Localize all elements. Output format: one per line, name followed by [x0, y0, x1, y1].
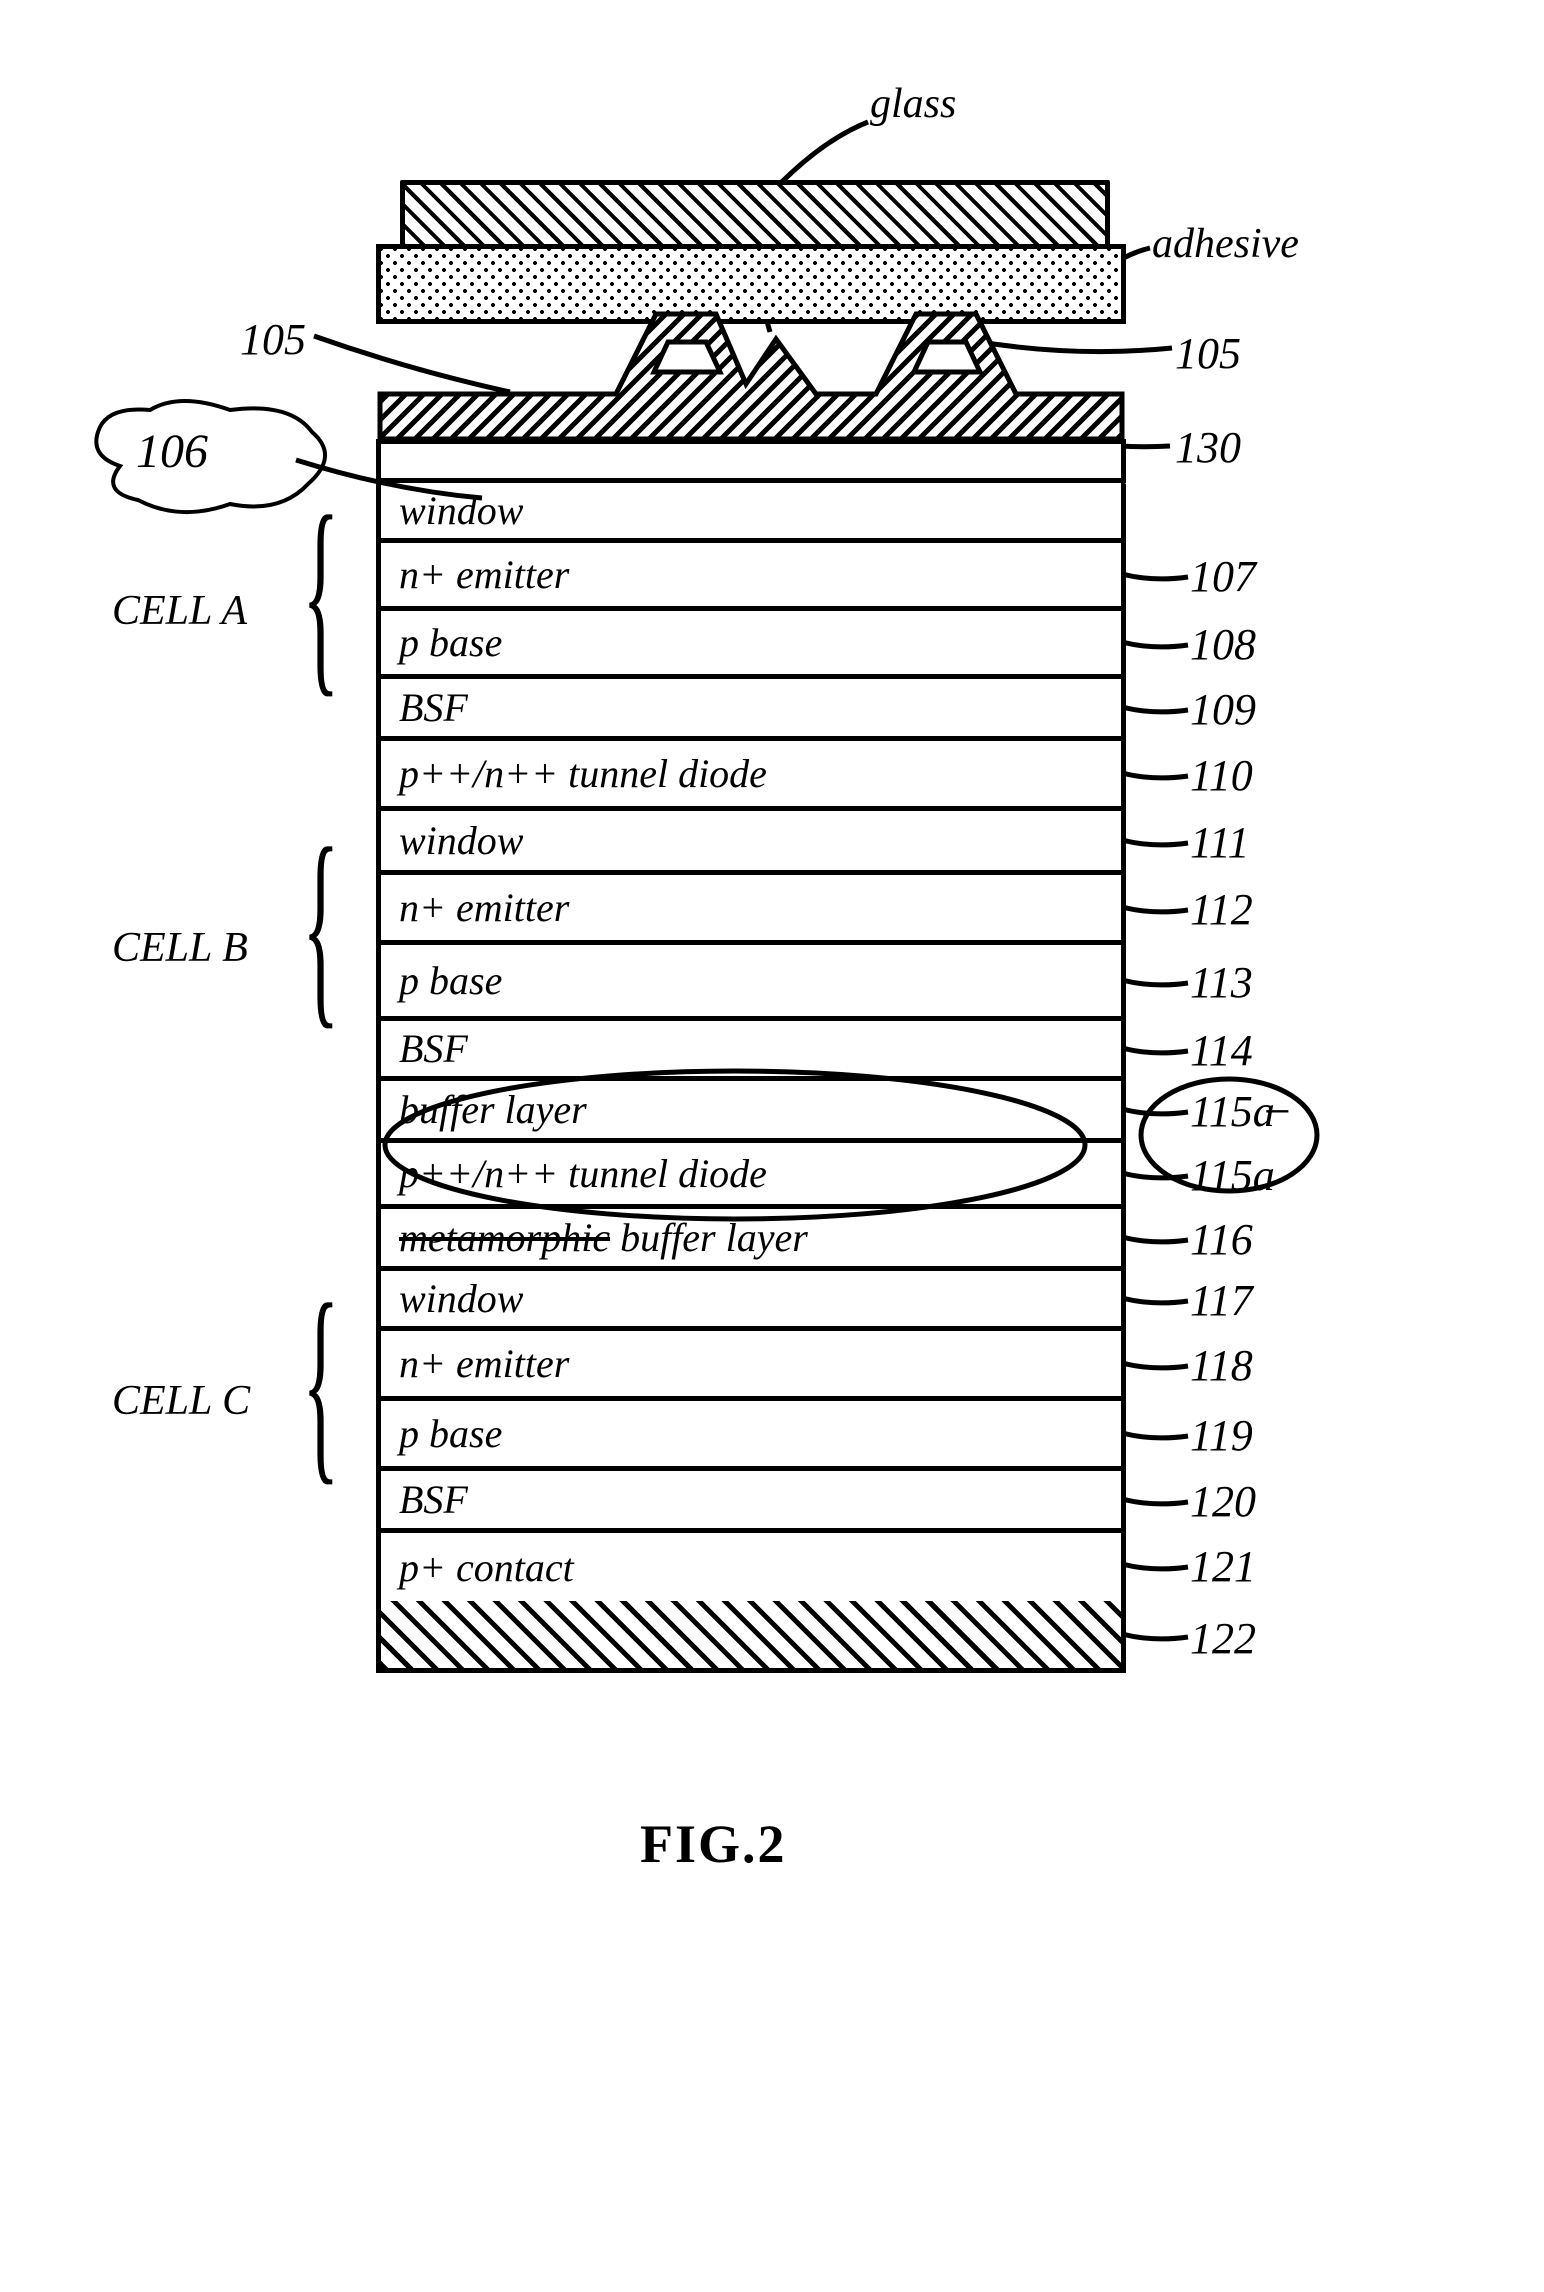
layer-106-cap — [376, 439, 1126, 483]
layer-stack: window n+ emitter p base BSF p++/n++ tunnel … — [376, 483, 1126, 1606]
layer-text: p+ contact — [399, 1544, 574, 1591]
layer-ref-leader — [1118, 630, 1198, 660]
layer-row: n+ emitter — [381, 875, 1121, 945]
layer-row: window — [381, 483, 1121, 543]
layer-text: n+ emitter — [399, 551, 569, 598]
layer-ref-leader — [1118, 1286, 1198, 1316]
ref-105-right: 105 — [1175, 328, 1241, 379]
layer-row: window — [381, 811, 1121, 875]
layer-text: window — [399, 1275, 523, 1322]
cell-a-brace: { — [302, 483, 339, 703]
layer-ref: 118 — [1190, 1340, 1253, 1391]
layer-ref: 109 — [1190, 684, 1256, 735]
layer-ref-leader — [1118, 968, 1198, 998]
layer-row: n+ emitter — [381, 543, 1121, 611]
layer-bottom-hatch — [376, 1601, 1126, 1673]
layer-row: p+ contact — [381, 1533, 1121, 1601]
layer-ref-leader — [1118, 828, 1198, 858]
layer-text: window — [399, 817, 523, 864]
layer-ref-leader — [1118, 1487, 1198, 1517]
layer-glass — [400, 180, 1110, 254]
layer-ref: 115a̶ — [1190, 1086, 1275, 1137]
layer-ref: 121 — [1190, 1541, 1256, 1592]
cell-a-label: CELL A — [112, 587, 247, 635]
layer-row: p++/n++ tunnel diode — [381, 741, 1121, 811]
ref-130: 130 — [1175, 422, 1241, 473]
layer-text: window — [399, 487, 523, 534]
label-adhesive: adhesive — [1152, 220, 1299, 268]
layer-ref: 122 — [1190, 1613, 1256, 1664]
layer-text: p++/n++ tunnel diode — [399, 750, 767, 797]
layer-ref: 113 — [1190, 957, 1253, 1008]
ref-105-left: 105 — [240, 314, 306, 365]
figure-title: FIG.2 — [640, 1813, 787, 1875]
layer-ref-leader — [1118, 1552, 1198, 1582]
layer-text: n+ emitter — [399, 884, 569, 931]
ref-106: 106 — [136, 424, 208, 479]
layer-ref: 114 — [1190, 1025, 1253, 1076]
layer-text: BSF — [399, 1476, 468, 1523]
layer-ref: 115a — [1190, 1150, 1275, 1201]
layer-ref-leader — [1118, 1622, 1198, 1652]
layer-ref-leader — [1118, 1421, 1198, 1451]
cell-c-label: CELL C — [112, 1377, 250, 1425]
layer-text: p base — [399, 957, 502, 1004]
layer-text: p base — [399, 619, 502, 666]
layer-ref: 116 — [1190, 1214, 1253, 1265]
layer-ref-leader — [1118, 1036, 1198, 1066]
layer-ref-leader — [1118, 562, 1198, 592]
layer-row: n+ emitter — [381, 1331, 1121, 1401]
layer-ref-leader — [1118, 761, 1198, 791]
layer-ref: 110 — [1190, 750, 1253, 801]
layer-ref-leader — [1118, 895, 1198, 925]
figure-canvas: glass adhesive 105 105 106 130 501 — [40, 40, 1504, 2252]
layer-text: n+ emitter — [399, 1340, 569, 1387]
layer-ref-leader — [1118, 1097, 1198, 1127]
layer-ref: 112 — [1190, 884, 1253, 935]
layer-row: p base — [381, 945, 1121, 1021]
layer-ref-leader — [1118, 1351, 1198, 1381]
scribble-circle-layers — [380, 1063, 1100, 1227]
cell-b-label: CELL B — [112, 924, 248, 972]
layer-text: p base — [399, 1410, 502, 1457]
layer-row: p base — [381, 1401, 1121, 1471]
cell-b-brace: { — [302, 815, 339, 1035]
layer-ref-leader — [1118, 1161, 1198, 1191]
layer-row: p base — [381, 611, 1121, 679]
layer-row: window — [381, 1271, 1121, 1331]
layer-ref: 120 — [1190, 1476, 1256, 1527]
layer-ref: 119 — [1190, 1410, 1253, 1461]
layer-ref-leader — [1118, 1225, 1198, 1255]
layer-ref: 111 — [1190, 817, 1249, 868]
layer-row: BSF — [381, 1471, 1121, 1533]
layer-ref: 117 — [1190, 1275, 1253, 1326]
layer-ref-leader — [1118, 695, 1198, 725]
layer-ref: 108 — [1190, 619, 1256, 670]
layer-text: BSF — [399, 684, 468, 731]
layer-row: BSF — [381, 679, 1121, 741]
cell-c-brace: { — [302, 1271, 339, 1491]
layer-130-contacts — [376, 244, 1126, 464]
layer-ref: 107 — [1190, 551, 1256, 602]
